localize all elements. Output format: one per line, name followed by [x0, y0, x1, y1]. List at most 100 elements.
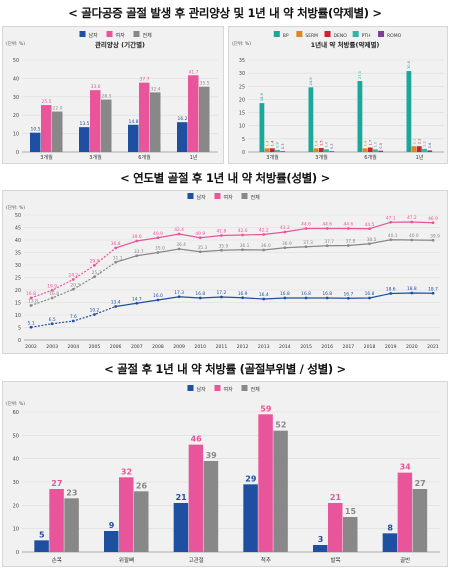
chart3-point [431, 238, 435, 242]
chart3-series-line-dashed [30, 261, 116, 307]
chart1-legend-label: 남자 [89, 32, 99, 39]
chart4-bar [49, 489, 64, 552]
chart3-point [410, 238, 414, 242]
chart3-y-tick-label: 5 [18, 326, 21, 332]
chart1-data-label: 35.5 [199, 81, 209, 87]
chart4-data-label: 32 [121, 467, 132, 476]
chart3-data-label: 18.6 [386, 287, 396, 293]
chart4-x-tick-label: 척추 [261, 556, 271, 564]
chart3-unit: (단위: %) [6, 204, 25, 211]
chart2-x-tick-label: 6개월 [364, 154, 377, 161]
chart2-data-label: 0.3 [281, 143, 285, 149]
chart3-point [325, 296, 329, 300]
chart4-data-label: 27 [415, 479, 426, 488]
chart1-bar [30, 132, 41, 152]
chart4-legend-label: 남자 [197, 386, 207, 393]
chart3-point [325, 244, 329, 248]
chart3-data-label: 35.9 [219, 243, 229, 249]
chart1-data-label: 14.8 [128, 119, 138, 125]
chart3-legend-swatch [241, 193, 248, 199]
chart4-data-label: 27 [51, 479, 62, 488]
chart3-point [283, 230, 287, 234]
chart2-bar [357, 81, 363, 152]
chart3-data-label: 13.8 [28, 299, 38, 305]
chart2-data-label: 1.4 [265, 140, 269, 146]
chart2-legend-swatch [296, 31, 303, 37]
chart2-y-tick-label: 5 [242, 137, 245, 143]
chart3-legend-label: 여자 [224, 194, 234, 201]
chart3-point [29, 296, 33, 300]
chart3-data-label: 18.7 [428, 286, 438, 292]
chart3-data-label: 33.7 [134, 249, 144, 255]
chart4-data-label: 34 [400, 463, 412, 472]
chart2-data-label: 0.3 [330, 143, 334, 149]
chart4-x-tick-label: 골반 [400, 556, 410, 564]
chart3-x-tick-label: 2014 [279, 344, 291, 350]
chart4-data-label: 3 [318, 535, 324, 544]
chart1-y-tick-label: 50 [13, 58, 19, 64]
chart3-data-label: 16.4 [259, 292, 269, 298]
chart3-point [368, 227, 371, 231]
chart4-y-tick-label: 40 [13, 457, 19, 463]
chart3-x-tick-label: 2018 [364, 344, 376, 350]
chart2-y-tick-label: 0 [242, 150, 245, 156]
chart3-point [283, 246, 287, 250]
chart2-legend-label: DENO [334, 33, 348, 39]
chart3-x-tick-label: 2002 [25, 344, 37, 350]
chart4-data-label: 46 [191, 435, 203, 444]
chart3-data-label: 46.9 [428, 216, 438, 222]
chart1-data-label: 33.6 [90, 84, 100, 90]
chart3-data-label: 37.7 [324, 239, 334, 245]
chart3-data-label: 19.9 [47, 283, 57, 289]
chart2-bar [427, 150, 433, 152]
chart4-bar [313, 545, 328, 552]
chart4-y-tick-label: 30 [13, 480, 19, 486]
chart3-data-label: 35.3 [197, 245, 207, 251]
chart3-point [114, 246, 118, 250]
chart1-data-label: 32.4 [150, 86, 160, 92]
chart1-bar [79, 127, 90, 152]
chart2-y-tick-label: 30 [239, 71, 245, 77]
chart3-x-tick-label: 2020 [406, 344, 418, 350]
chart3-data-label: 36.4 [176, 242, 186, 248]
chart1-y-tick-label: 0 [16, 150, 19, 156]
chart3-x-tick-label: 2017 [343, 344, 355, 350]
chart4-bar [273, 430, 288, 552]
chart3-data-label: 36.9 [282, 241, 292, 247]
chart4-data-label: 39 [206, 451, 218, 460]
chart3-data-label: 35.0 [155, 246, 165, 252]
chart3-y-tick-label: 45 [15, 226, 21, 232]
chart4-data-label: 23 [66, 488, 77, 497]
chart3-point [325, 227, 329, 230]
chart3-x-tick-label: 2007 [131, 344, 143, 350]
chart3-point [304, 245, 308, 249]
chart2-data-label: 1.4 [363, 140, 367, 146]
chart3-data-label: 17.3 [174, 290, 184, 296]
chart3-data-label: 7.6 [70, 314, 77, 320]
chart2-legend-label: ROMO [387, 33, 402, 39]
chart4-bar [397, 472, 413, 552]
chart3-data-label: 16.9 [238, 291, 248, 297]
chart1-data-label: 22.0 [52, 106, 62, 112]
chart3-point [368, 296, 371, 300]
chart3-data-label: 47.1 [386, 215, 396, 221]
chart3-point [220, 234, 223, 237]
section-title-yearly-by-sex: < 연도별 골절 후 1년 내 약 처방률(성별) > [120, 171, 330, 185]
chart2-bar [259, 103, 265, 152]
chart3-point [241, 296, 244, 300]
chart3-y-tick-label: 25 [15, 276, 21, 282]
chart3-point [198, 296, 202, 300]
chart3-x-tick-label: 2006 [110, 344, 122, 350]
chart4-data-label: 8 [387, 523, 393, 532]
chart4-data-label: 21 [330, 493, 342, 502]
chart4-y-tick-label: 20 [13, 503, 19, 509]
chart3-data-label: 44.6 [322, 222, 332, 228]
chart1-bar [101, 99, 112, 152]
chart2-bar [406, 71, 412, 152]
chart1-y-tick-label: 10 [13, 132, 19, 138]
chart3-x-tick-label: 2011 [216, 344, 228, 350]
chart1-legend-label: 전체 [143, 32, 153, 39]
chart3-data-label: 16.8 [49, 291, 59, 297]
chart1-bar [139, 82, 150, 152]
chart3-data-label: 43.2 [280, 225, 290, 231]
